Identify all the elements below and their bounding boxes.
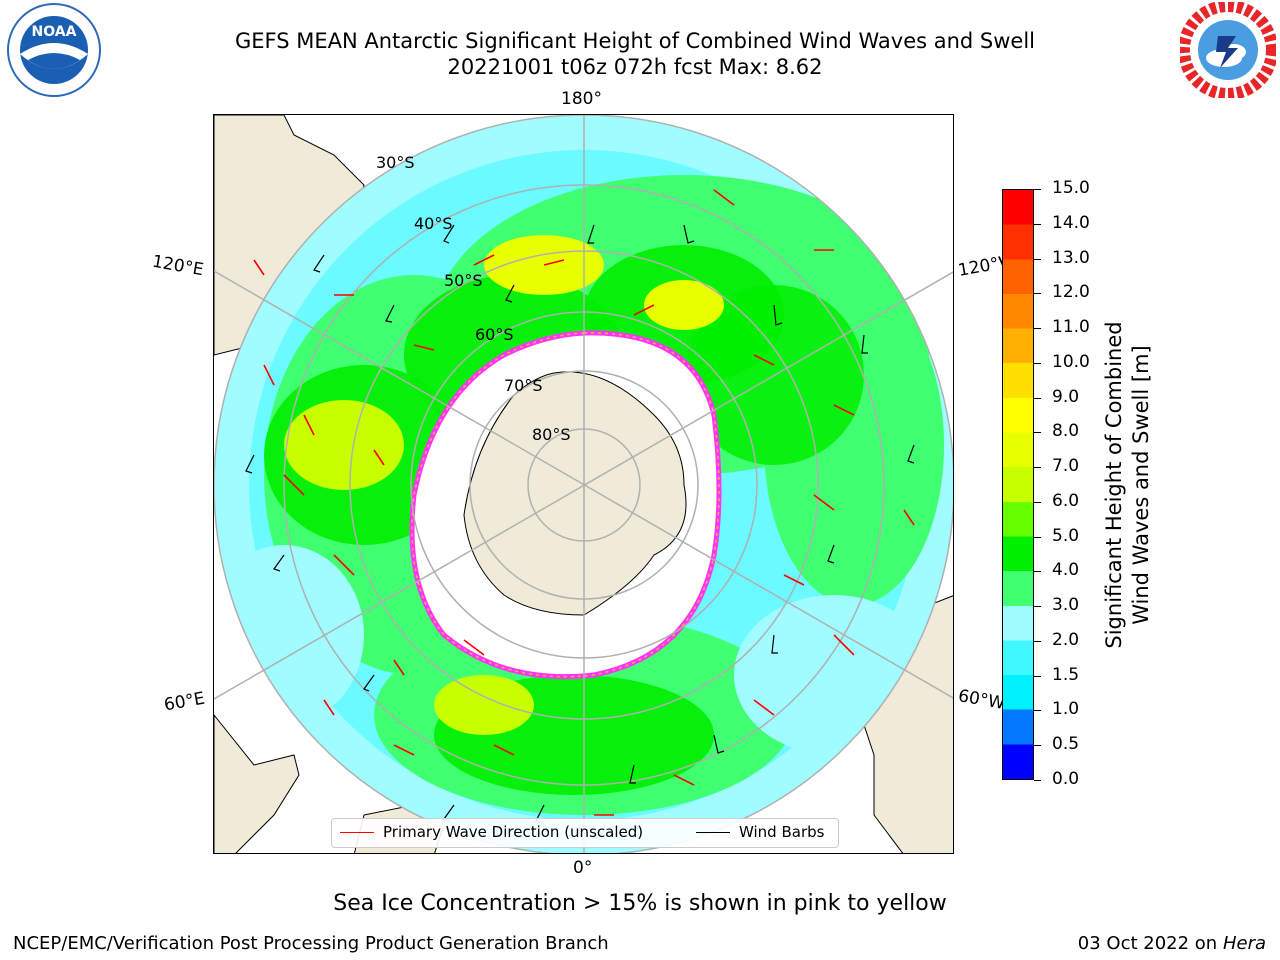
colorbar-tick-label: 1.5	[1052, 664, 1080, 685]
colorbar-tick-mark	[1034, 328, 1041, 330]
colorbar-tick-label: 4.0	[1052, 560, 1080, 581]
nws-logo	[1180, 2, 1276, 98]
lat-label-40s: 40°S	[414, 214, 453, 233]
colorbar-tick-label: 14.0	[1052, 212, 1090, 233]
colorbar-label-line1: Significant Height of Combined	[1102, 321, 1126, 649]
legend-label-wind: Wind Barbs	[739, 823, 825, 841]
noaa-logo: NOAA	[7, 3, 101, 97]
graticule	[214, 115, 953, 853]
sea-ice-note: Sea Ice Concentration > 15% is shown in …	[333, 891, 947, 916]
colorbar-tick-label: 5.0	[1052, 525, 1080, 546]
map-subtitle: 20221001 t06z 072h fcst Max: 8.62	[447, 55, 823, 79]
lon-label-60w: 60°W	[956, 686, 1007, 714]
colorbar-tick-label: 0.0	[1052, 769, 1080, 789]
map-legend: Primary Wave Direction (unscaled) Wind B…	[331, 818, 839, 848]
colorbar-tick-mark	[1034, 745, 1041, 747]
colorbar-tick-label: 12.0	[1052, 282, 1090, 303]
lat-label-60s: 60°S	[475, 325, 514, 344]
colorbar	[1002, 189, 1034, 780]
antarctica	[409, 330, 722, 680]
colorbar-tick-label: 15.0	[1052, 178, 1090, 198]
colorbar-tick-mark	[1034, 467, 1041, 469]
colorbar-tick-mark	[1034, 362, 1041, 364]
colorbar-tick-mark	[1034, 258, 1041, 260]
colorbar-tick-mark	[1034, 432, 1041, 434]
colorbar-tick-mark	[1034, 675, 1041, 677]
lat-label-50s: 50°S	[444, 271, 483, 290]
colorbar-tick-mark	[1034, 397, 1041, 399]
colorbar-tick-mark	[1034, 501, 1041, 503]
footer-host: Hera	[1222, 933, 1266, 954]
colorbar-tick-mark	[1034, 606, 1041, 608]
colorbar-tick-label: 2.0	[1052, 629, 1080, 650]
lon-label-60e: 60°E	[162, 688, 207, 716]
footer-date-text: 03 Oct 2022 on	[1077, 933, 1223, 954]
lat-label-30s: 30°S	[376, 153, 415, 172]
colorbar-tick-mark	[1034, 640, 1041, 642]
colorbar-tick-mark	[1034, 293, 1041, 295]
colorbar-tick-label: 0.5	[1052, 734, 1080, 755]
legend-label-wave: Primary Wave Direction (unscaled)	[383, 823, 644, 841]
map-panel[interactable]	[213, 114, 954, 854]
colorbar-tick-mark	[1034, 571, 1041, 573]
colorbar-tick-label: 13.0	[1052, 247, 1090, 268]
colorbar-label-line2: Wind Waves and Swell [m]	[1129, 345, 1153, 625]
map-title: GEFS MEAN Antarctic Significant Height o…	[234, 29, 1036, 53]
colorbar-tick-label: 8.0	[1052, 421, 1080, 442]
colorbar-tick-mark	[1034, 710, 1041, 712]
colorbar-tick-label: 6.0	[1052, 490, 1080, 511]
lon-label-0: 0°	[573, 858, 593, 878]
footer-branch: NCEP/EMC/Verification Post Processing Pr…	[13, 933, 609, 954]
footer-date: 03 Oct 2022 on Hera	[1078, 933, 1266, 954]
legend-swatch-wind	[696, 832, 730, 833]
colorbar-tick-mark	[1034, 780, 1041, 781]
colorbar-tick-label: 10.0	[1052, 351, 1090, 372]
lat-label-80s: 80°S	[532, 425, 571, 444]
lon-label-180: 180°	[561, 89, 602, 109]
colorbar-tick-mark	[1034, 223, 1041, 225]
colorbar-label: Significant Height of Combined Wind Wave…	[1101, 185, 1155, 785]
noaa-logo-text: NOAA	[32, 24, 77, 40]
colorbar-tick-mark	[1034, 189, 1041, 190]
colorbar-tick-label: 9.0	[1052, 386, 1080, 407]
colorbar-tick-label: 1.0	[1052, 699, 1080, 720]
colorbar-tick-label: 7.0	[1052, 456, 1080, 477]
lat-label-70s: 70°S	[504, 376, 543, 395]
colorbar-tick-label: 3.0	[1052, 595, 1080, 616]
wave-direction-arrows	[253, 189, 915, 816]
lon-label-120e: 120°E	[150, 251, 206, 281]
colorbar-tick-label: 11.0	[1052, 317, 1090, 338]
legend-swatch-wave	[340, 832, 374, 833]
colorbar-tick-mark	[1034, 536, 1041, 538]
